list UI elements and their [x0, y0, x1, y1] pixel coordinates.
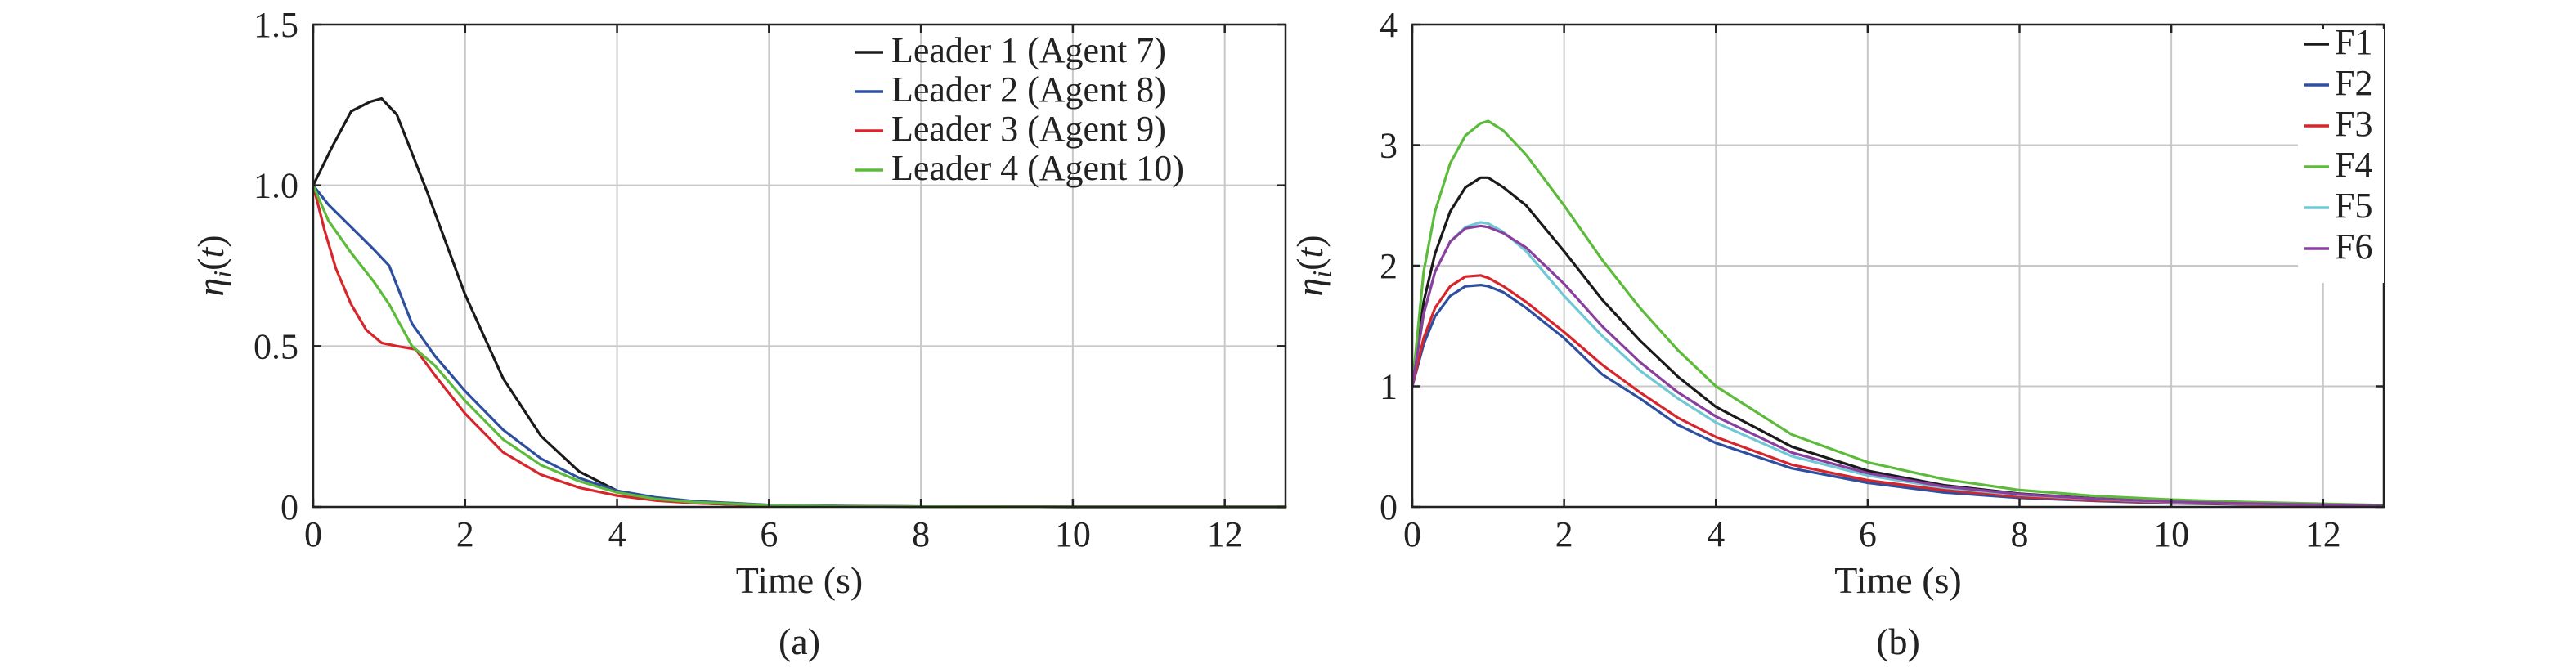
legend: Leader 1 (Agent 7)Leader 2 (Agent 8)Lead…	[855, 30, 1184, 188]
series-line-4	[1411, 119, 2385, 507]
legend-label: F3	[2335, 104, 2372, 144]
series-line-1	[1411, 176, 2385, 508]
y-tick-label: 2	[1380, 246, 1398, 286]
x-tick-label: 0	[1403, 514, 1421, 554]
x-axis-label: Time (s)	[736, 559, 864, 601]
legend-label: F4	[2335, 145, 2372, 185]
legend-label: Leader 3 (Agent 9)	[891, 109, 1166, 149]
x-tick-label: 10	[2153, 514, 2189, 554]
legend-label: F2	[2335, 63, 2372, 103]
x-tick-label: 12	[2305, 514, 2341, 554]
series-line-6	[1411, 224, 2385, 508]
y-tick-label: 1	[1380, 367, 1398, 407]
legend-label: F6	[2335, 226, 2372, 267]
chart-panel-a: 0 2 4 6 8 10 12 0 0.5 1.0 1.5 Time (s) ηi(t) (a) Leade…	[190, 5, 1287, 662]
plot-frame	[312, 23, 1287, 509]
x-tick-label: 4	[608, 514, 626, 554]
y-tick-label: 4	[1380, 5, 1398, 45]
y-tick-label: 0	[1380, 487, 1398, 527]
x-tick-label: 8	[2011, 514, 2029, 554]
x-tick-label: 0	[304, 514, 322, 554]
x-tick-label: 6	[760, 514, 778, 554]
y-axis-label: ηi(t)	[1289, 235, 1336, 296]
y-tick-label: 3	[1380, 126, 1398, 166]
series-line-3	[1411, 274, 2385, 508]
legend-label: Leader 4 (Agent 10)	[891, 148, 1184, 188]
series-line-5	[1411, 221, 2385, 508]
y-tick-label: 0	[280, 487, 298, 527]
legend-label: Leader 1 (Agent 7)	[891, 30, 1166, 70]
y-tick-label: 0.5	[254, 326, 298, 366]
legend-label: F1	[2335, 22, 2372, 62]
legend-label: F5	[2335, 186, 2372, 226]
legend-label: Leader 2 (Agent 8)	[891, 69, 1166, 110]
x-tick-label: 4	[1707, 514, 1725, 554]
y-tick-label: 1.5	[254, 5, 298, 45]
y-axis-label: ηi(t)	[190, 235, 237, 296]
x-tick-label: 8	[912, 514, 930, 554]
x-tick-label: 12	[1207, 514, 1243, 554]
panel-label: (b)	[1876, 621, 1920, 662]
legend-box	[2298, 29, 2384, 283]
x-tick-label: 2	[456, 514, 474, 554]
x-tick-label: 2	[1555, 514, 1573, 554]
x-tick-label: 6	[1859, 514, 1877, 554]
x-axis-label: Time (s)	[1834, 559, 1962, 601]
panel-label: (a)	[779, 621, 820, 662]
x-tick-label: 10	[1055, 514, 1091, 554]
y-tick-label: 1.0	[254, 166, 298, 206]
series-line-2	[1411, 284, 2385, 508]
